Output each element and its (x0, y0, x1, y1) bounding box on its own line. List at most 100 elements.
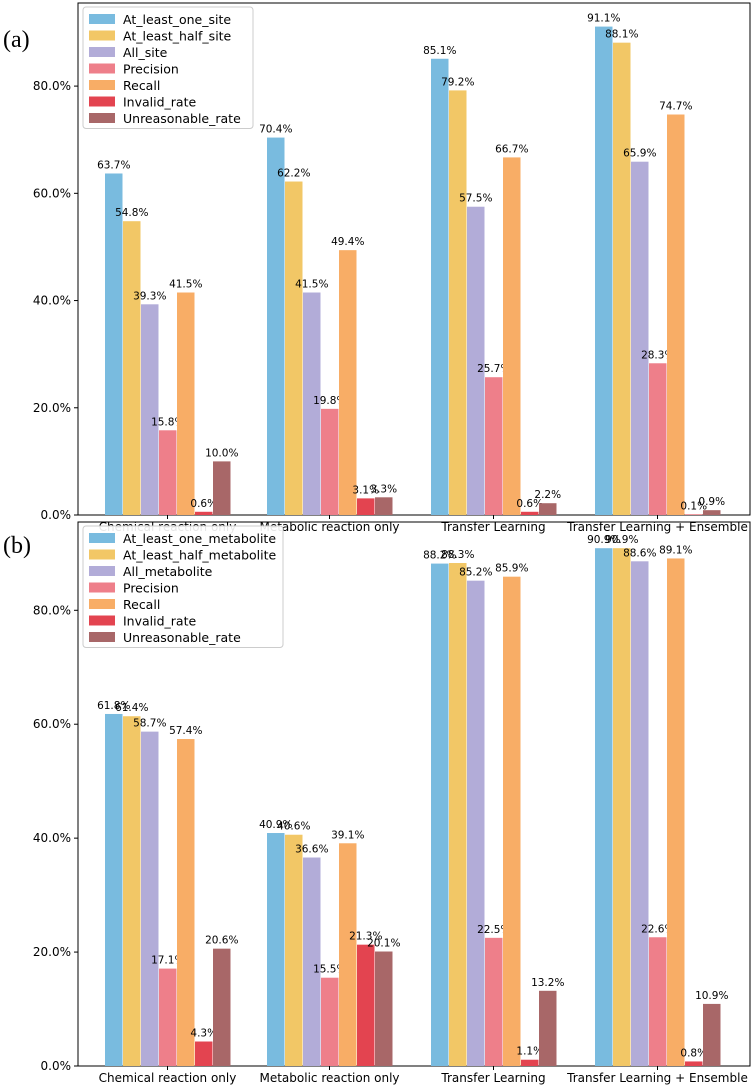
data-label: 88.3% (441, 549, 474, 561)
axes-frame (77, 2, 751, 516)
legend-entry: Recall (123, 78, 160, 93)
x-tick-label: Transfer Learning (440, 1071, 545, 1085)
bar-at-least-one-metabolite (267, 833, 285, 1066)
bar-at-least-half-site (123, 221, 141, 516)
data-label: 89.1% (659, 544, 692, 556)
data-label: 20.1% (367, 938, 400, 950)
legend-swatch (89, 549, 115, 560)
y-tick-label: 20.0% (33, 945, 71, 959)
data-label: 58.7% (133, 718, 166, 730)
bar-unreasonable-rate (375, 951, 393, 1066)
bar-precision (649, 363, 667, 515)
legend-entry: Unreasonable_rate (123, 111, 241, 126)
legend-swatch (89, 96, 115, 107)
data-label: 15.8% (151, 416, 184, 428)
bar-at-least-one-metabolite (595, 548, 613, 1066)
y-tick-label: 80.0% (33, 79, 71, 93)
bar-precision (321, 977, 339, 1066)
bar-precision (159, 430, 177, 515)
data-label: 0.6% (190, 498, 217, 510)
data-label: 90.9% (605, 534, 638, 546)
bar-at-least-half-metabolite (449, 563, 467, 1066)
data-label: 10.9% (695, 990, 728, 1002)
bar-unreasonable-rate (375, 497, 393, 515)
data-label: 66.7% (495, 143, 528, 155)
bar-invalid-rate (521, 511, 539, 515)
bar-all-metabolite (467, 580, 485, 1066)
axes-frame (77, 521, 751, 1067)
x-tick-label: Metabolic reaction only (259, 1071, 399, 1085)
bar-at-least-one-site (267, 137, 285, 515)
data-label: 3.1% (352, 484, 379, 496)
data-label: 10.0% (205, 447, 238, 459)
bar-all-metabolite (303, 857, 321, 1066)
data-label: 3.3% (370, 483, 397, 495)
legend-swatch (89, 47, 115, 57)
panel-label: (b) (3, 533, 31, 559)
bar-recall (667, 114, 685, 516)
bar-all-site (467, 206, 485, 515)
legend-swatch (89, 113, 115, 123)
bar-at-least-one-metabolite (431, 563, 449, 1066)
legend-entry: At_least_half_site (123, 29, 232, 44)
bar-all-metabolite (631, 561, 649, 1066)
legend-box (82, 525, 284, 648)
bar-at-least-half-site (449, 90, 467, 515)
bar-recall (503, 157, 521, 516)
legend-entry: Invalid_rate (123, 95, 196, 110)
panel-label: (a) (3, 27, 30, 53)
legend-swatch (89, 533, 115, 543)
data-label: 36.6% (295, 844, 328, 856)
bar-recall (667, 558, 685, 1066)
legend-swatch (89, 582, 115, 593)
legend-entry: At_least_one_metabolite (123, 531, 276, 546)
data-label: 88.1% (605, 29, 638, 41)
bar-recall (503, 576, 521, 1066)
legend-swatch (89, 632, 115, 642)
legend-swatch (89, 14, 115, 24)
bar-unreasonable-rate (213, 948, 231, 1066)
data-label: 85.2% (459, 567, 492, 579)
bar-all-site (141, 304, 159, 515)
bar-at-least-half-site (613, 42, 631, 515)
data-label: 70.4% (259, 124, 292, 136)
bar-all-site (303, 292, 321, 515)
y-tick-label: 40.0% (33, 831, 71, 845)
bar-at-least-one-site (595, 26, 613, 515)
data-label: 57.4% (169, 725, 202, 737)
data-label: 2.2% (534, 489, 561, 501)
bar-all-site (631, 161, 649, 516)
data-label: 39.1% (331, 829, 364, 841)
x-tick-label: Transfer Learning + Ensemble (566, 1071, 748, 1085)
bar-invalid-rate (685, 514, 703, 515)
legend-swatch (89, 599, 115, 609)
chart-panel-b: (b) 0.0% 20.0% 40.0% 60.0% 80.0% 61.8% 40.9% 88.… (3, 521, 751, 1085)
data-label: 41.5% (169, 279, 202, 291)
bar-at-least-half-site (285, 181, 303, 515)
legend-box (82, 6, 254, 129)
x-tick-label: Chemical reaction only (99, 1071, 237, 1085)
bar-invalid-rate (357, 498, 375, 515)
data-label: 74.7% (659, 101, 692, 113)
data-label: 13.2% (531, 977, 564, 989)
x-tick-label: Metabolic reaction only (259, 520, 399, 534)
data-label: 88.6% (623, 547, 656, 559)
data-label: 39.3% (133, 290, 166, 302)
bar-unreasonable-rate (213, 461, 231, 515)
bar-recall (177, 292, 195, 515)
legend-entry: Unreasonable_rate (123, 630, 241, 645)
x-tick-label: Transfer Learning (440, 520, 545, 534)
legend-entry: Invalid_rate (123, 614, 196, 629)
data-label: 15.5% (313, 964, 346, 976)
bar-at-least-one-site (105, 173, 123, 515)
bar-unreasonable-rate (539, 990, 557, 1066)
data-label: 40.6% (277, 821, 310, 833)
data-label: 49.4% (331, 236, 364, 248)
legend-swatch (89, 63, 115, 74)
bar-unreasonable-rate (703, 1003, 721, 1066)
bar-invalid-rate (521, 1059, 539, 1066)
data-label: 85.1% (423, 45, 456, 57)
y-tick-label: 0.0% (41, 508, 72, 522)
legend-entry: All_metabolite (123, 564, 213, 579)
